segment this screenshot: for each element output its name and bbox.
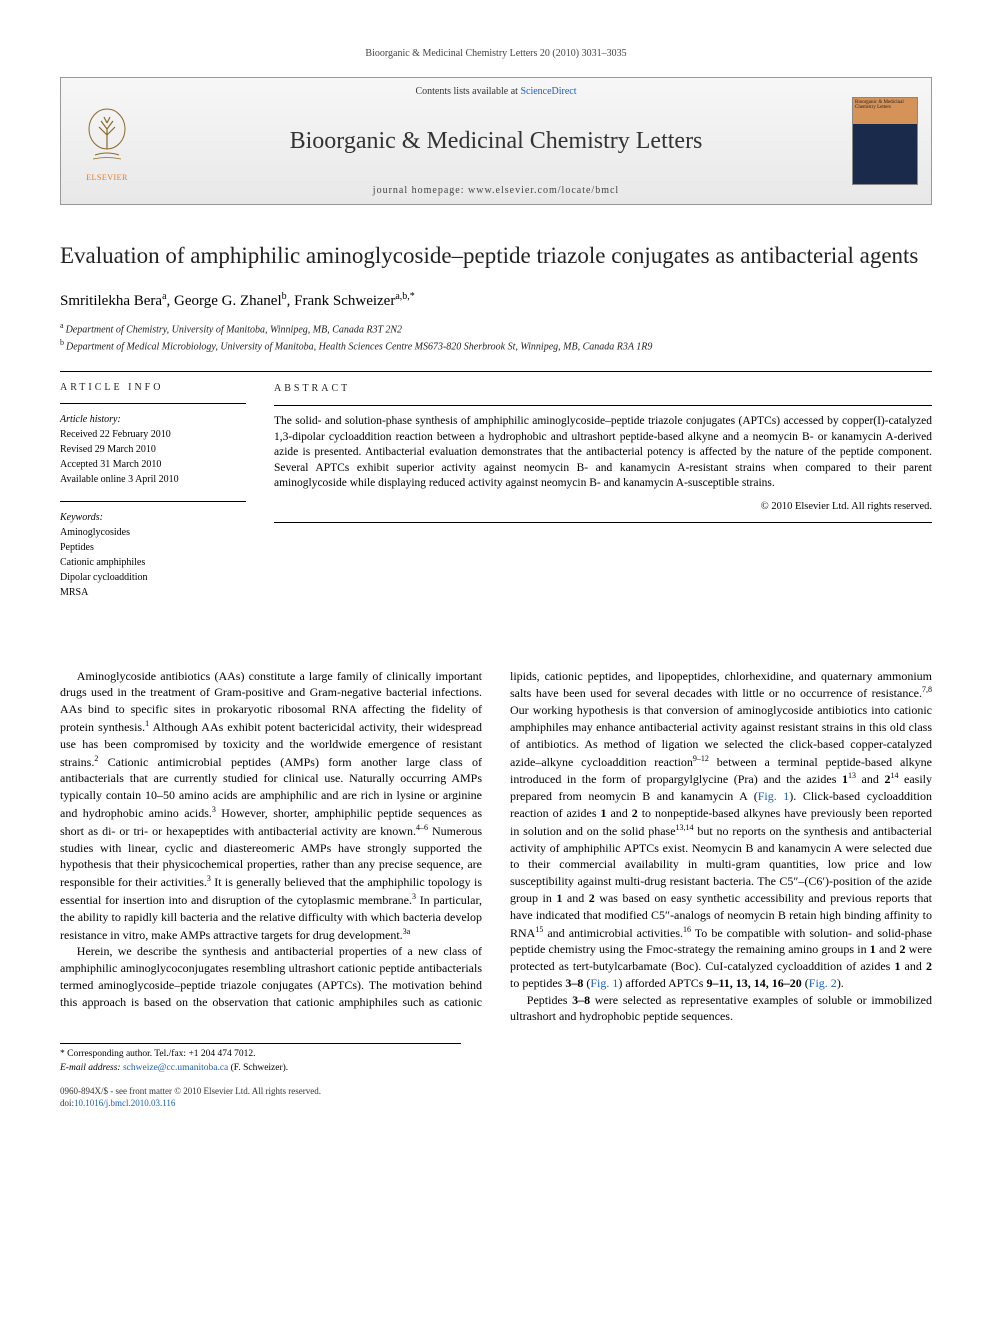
sciencedirect-link[interactable]: ScienceDirect (520, 86, 576, 97)
abstract-text: The solid- and solution-phase synthesis … (274, 414, 932, 492)
publisher-name: ELSEVIER (86, 173, 128, 182)
article-info-label: ARTICLE INFO (60, 382, 246, 393)
info-abstract-row: ARTICLE INFO Article history: Received 2… (60, 372, 932, 624)
compound-ref: 9–11, 13, 14, 16–20 (706, 976, 801, 990)
compound-ref: 3–8 (572, 993, 590, 1007)
history-item: Revised 29 March 2010 (60, 442, 246, 457)
affil-text: Department of Medical Microbiology, Univ… (66, 342, 652, 353)
abstract-bottom-divider (274, 522, 932, 523)
doi-prefix: doi: (60, 1098, 74, 1108)
history-title: Article history: (60, 412, 246, 427)
email-link[interactable]: schweize@cc.umanitoba.ca (123, 1063, 228, 1073)
ref-mark: 9–12 (693, 754, 709, 763)
ref-mark: 13 (848, 771, 856, 780)
figure-ref-link[interactable]: Fig. 2 (809, 976, 837, 990)
author: Smritilekha Beraa (60, 293, 167, 309)
keyword: Dipolar cycloaddition (60, 570, 246, 585)
body-span: to peptides (510, 976, 565, 990)
keywords-title: Keywords: (60, 510, 246, 525)
homepage-url: www.elsevier.com/locate/bmcl (468, 185, 619, 196)
journal-banner: ELSEVIER Contents lists available at Sci… (60, 77, 932, 205)
homepage-prefix: journal homepage: (373, 185, 468, 196)
compound-ref: 1 (601, 806, 607, 820)
author-mark: a,b,* (395, 291, 414, 302)
abstract-divider (274, 405, 932, 406)
body-span: ) afforded APTCs (618, 976, 706, 990)
running-header: Bioorganic & Medicinal Chemistry Letters… (60, 48, 932, 59)
author-mark: a (162, 291, 166, 302)
author-mark: b (282, 291, 287, 302)
author: George G. Zhanelb (174, 293, 287, 309)
elsevier-tree-icon (77, 101, 137, 171)
ref-mark: 13,14 (676, 823, 694, 832)
info-divider (60, 403, 246, 404)
keyword: MRSA (60, 585, 246, 600)
history-item: Received 22 February 2010 (60, 427, 246, 442)
body-paragraph: Peptides 3–8 were selected as representa… (510, 992, 932, 1026)
compound-ref: 1 (894, 959, 900, 973)
affiliation: aDepartment of Chemistry, University of … (60, 320, 932, 337)
email-suffix: (F. Schweizer). (228, 1063, 288, 1073)
doi-link[interactable]: 10.1016/j.bmcl.2010.03.116 (74, 1098, 175, 1108)
front-matter-line: 0960-894X/$ - see front matter © 2010 El… (60, 1085, 932, 1098)
banner-center: Contents lists available at ScienceDirec… (153, 78, 839, 204)
history-item: Available online 3 April 2010 (60, 472, 246, 487)
authors-line: Smritilekha Beraa, George G. Zhanelb, Fr… (60, 291, 932, 310)
publisher-logo-box: ELSEVIER (61, 78, 153, 204)
abstract-label: ABSTRACT (274, 382, 932, 396)
history-item: Accepted 31 March 2010 (60, 457, 246, 472)
compound-ref: 3–8 (565, 976, 583, 990)
affil-text: Department of Chemistry, University of M… (66, 324, 402, 335)
keyword: Aminoglycosides (60, 525, 246, 540)
article-title: Evaluation of amphiphilic aminoglycoside… (60, 241, 932, 271)
abstract-column: ABSTRACT The solid- and solution-phase s… (260, 372, 932, 624)
keyword: Peptides (60, 540, 246, 555)
body-span: Peptides (527, 993, 572, 1007)
author-name: George G. Zhanel (174, 293, 282, 309)
footnotes: * Corresponding author. Tel./fax: +1 204… (60, 1043, 461, 1075)
body-span: and antimicrobial activities. (543, 926, 683, 940)
body-paragraph: Aminoglycoside antibiotics (AAs) constit… (60, 668, 482, 944)
footer: 0960-894X/$ - see front matter © 2010 El… (60, 1085, 932, 1110)
contents-prefix: Contents lists available at (415, 86, 520, 97)
affiliations: aDepartment of Chemistry, University of … (60, 320, 932, 355)
email-line: E-mail address: schweize@cc.umanitoba.ca… (60, 1062, 461, 1075)
affil-mark: b (60, 338, 64, 347)
affil-mark: a (60, 321, 64, 330)
compound-ref: 1 (870, 942, 876, 956)
compound-ref: 2 (926, 959, 932, 973)
info-divider (60, 501, 246, 502)
ref-mark: 16 (683, 925, 691, 934)
email-label: E-mail address: (60, 1063, 123, 1073)
article-info-column: ARTICLE INFO Article history: Received 2… (60, 372, 260, 624)
figure-ref-link[interactable]: Fig. 1 (758, 789, 790, 803)
affiliation: bDepartment of Medical Microbiology, Uni… (60, 337, 932, 354)
body-span: Herein, we describe the synthesis and an… (60, 944, 482, 992)
page-root: Bioorganic & Medicinal Chemistry Letters… (0, 0, 992, 1150)
contents-line: Contents lists available at ScienceDirec… (157, 86, 835, 97)
keyword: Cationic amphiphiles (60, 555, 246, 570)
abstract-copyright: © 2010 Elsevier Ltd. All rights reserved… (274, 500, 932, 514)
cover-title: Bioorganic & Medicinal Chemistry Letters (853, 98, 917, 124)
keywords-block: Keywords: Aminoglycosides Peptides Catio… (60, 510, 246, 600)
compound-ref: 1 (556, 891, 562, 905)
ref-mark: 3a (403, 927, 411, 936)
cover-thumb-box: Bioorganic & Medicinal Chemistry Letters (839, 78, 931, 204)
ref-mark: 7,8 (922, 685, 932, 694)
author-name: Frank Schweizer (294, 293, 395, 309)
figure-ref-link[interactable]: Fig. 1 (590, 976, 618, 990)
author: Frank Schweizera,b,* (294, 293, 415, 309)
journal-name: Bioorganic & Medicinal Chemistry Letters (157, 128, 835, 155)
body-text: Aminoglycoside antibiotics (AAs) constit… (60, 668, 932, 1026)
homepage-line: journal homepage: www.elsevier.com/locat… (157, 185, 835, 196)
author-name: Smritilekha Bera (60, 293, 162, 309)
corresponding-author-note: * Corresponding author. Tel./fax: +1 204… (60, 1048, 461, 1061)
history-block: Article history: Received 22 February 20… (60, 412, 246, 487)
cover-art (853, 124, 917, 184)
journal-cover-thumbnail: Bioorganic & Medicinal Chemistry Letters (852, 97, 918, 185)
ref-mark: 4–6 (416, 823, 428, 832)
doi-line: doi:10.1016/j.bmcl.2010.03.116 (60, 1097, 932, 1110)
